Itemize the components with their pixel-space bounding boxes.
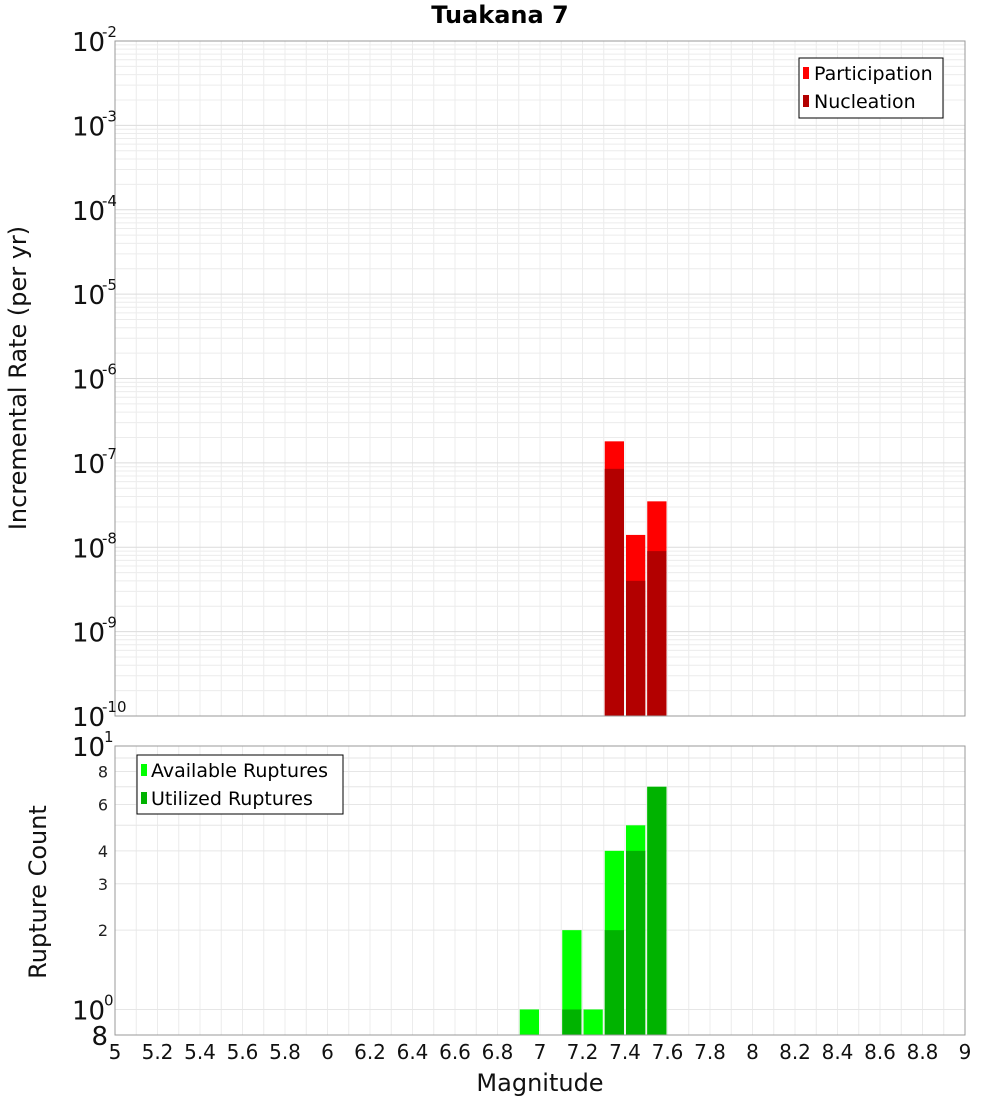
rate-y-tick-base: 10: [72, 703, 105, 733]
utilized-ruptures-bar: [562, 1009, 582, 1035]
count-y-tick-exponent: 0: [104, 991, 114, 1009]
rate-y-tick-label: 10-3: [72, 107, 117, 142]
x-tick-label: 6.4: [397, 1040, 429, 1064]
rate-y-tick-exponent: -10: [102, 698, 127, 716]
available-ruptures-bar: [519, 1009, 539, 1035]
x-tick-label: 5: [109, 1040, 122, 1064]
x-tick-label: 6.8: [482, 1040, 514, 1064]
x-ticks: 5 5.2 5.4 5.6 5.8 6 6.2 6.4 6.6 6.8 7 7.2 7.4 7.6 7.8 8…: [109, 1040, 972, 1064]
x-axis-label: Magnitude: [476, 1069, 603, 1097]
rate-legend-box: [798, 57, 944, 119]
rate-plot-frame: [114, 40, 966, 717]
count-plot-frame: [114, 745, 966, 1036]
rate-legend: Participation Nucleation: [798, 57, 944, 119]
participation-legend-swatch: [803, 67, 809, 79]
rate-y-tick-exponent: -8: [102, 529, 117, 547]
x-tick-label: 7.2: [567, 1040, 599, 1064]
rate-y-tick-label: 10-8: [72, 529, 117, 564]
rate-panel: 10-210-310-410-510-610-710-810-910-10 In…: [4, 23, 966, 733]
rate-y-tick-base: 10: [72, 281, 105, 311]
available-legend-label: Available Ruptures: [151, 760, 328, 782]
nucleation-bar: [647, 551, 667, 716]
count-y-major-tick: 100: [72, 991, 114, 1026]
rate-y-ticks: 10-210-310-410-510-610-710-810-910-10: [72, 23, 127, 733]
x-tick-label: 7.6: [652, 1040, 684, 1064]
count-y-tick-base: 10: [72, 733, 105, 763]
available-ruptures-bar: [583, 1009, 603, 1035]
x-tick-label: 8: [746, 1040, 759, 1064]
rate-grid: [114, 41, 966, 717]
count-y-tick-label: 2: [98, 921, 108, 940]
rate-y-tick-label: 10-10: [72, 698, 127, 733]
chart-title: Tuakana 7: [431, 1, 569, 29]
x-tick-label: 8.2: [779, 1040, 811, 1064]
rate-y-tick-exponent: -7: [102, 445, 117, 463]
x-tick-label: 8.4: [822, 1040, 854, 1064]
rate-y-tick-exponent: -6: [102, 361, 117, 379]
x-tick-label: 5.2: [142, 1040, 174, 1064]
rate-bars: [604, 441, 667, 716]
x-tick-label: 6.6: [439, 1040, 471, 1064]
x-tick-label: 5.4: [184, 1040, 216, 1064]
x-tick-label: 8.8: [907, 1040, 939, 1064]
rate-y-tick-exponent: -3: [102, 107, 117, 125]
count-y-tick-label: 3: [98, 875, 108, 894]
x-tick-label: 9: [959, 1040, 972, 1064]
x-tick-label: 5.6: [227, 1040, 259, 1064]
x-tick-label: 7.8: [694, 1040, 726, 1064]
x-tick-label: 6.2: [354, 1040, 386, 1064]
rate-y-tick-exponent: -9: [102, 614, 117, 632]
count-y-tick-label: 8: [98, 763, 108, 782]
rate-y-tick-label: 10-7: [72, 445, 117, 480]
available-legend-swatch: [141, 764, 147, 776]
nucleation-legend-label: Nucleation: [814, 91, 916, 113]
x-tick-label: 7.4: [609, 1040, 641, 1064]
count-y-tick-exponent: 1: [104, 728, 114, 746]
rate-y-tick-base: 10: [72, 112, 105, 142]
count-legend-box: [136, 754, 344, 815]
count-y-major-tick: 101: [72, 728, 114, 763]
utilized-ruptures-bar: [604, 930, 624, 1035]
rate-y-tick-label: 10-4: [72, 192, 117, 227]
utilized-ruptures-bar: [626, 850, 646, 1035]
rate-y-tick-exponent: -4: [102, 192, 117, 210]
count-y-tick-label: 6: [98, 795, 108, 814]
utilized-ruptures-bar: [647, 786, 667, 1035]
x-tick-label: 7: [534, 1040, 547, 1064]
count-y-tick-base: 10: [72, 996, 105, 1026]
x-tick-label: 5.8: [269, 1040, 301, 1064]
rate-y-tick-label: 10-9: [72, 614, 117, 649]
utilized-legend-label: Utilized Ruptures: [151, 788, 313, 810]
rate-y-tick-base: 10: [72, 450, 105, 480]
count-y-axis-label: Rupture Count: [24, 805, 52, 979]
available-ruptures-bar: [562, 930, 582, 1035]
rate-y-tick-base: 10: [72, 366, 105, 396]
nucleation-bar: [604, 468, 624, 716]
count-bars: [519, 786, 667, 1035]
x-tick-label: 8.6: [864, 1040, 896, 1064]
rate-y-tick-base: 10: [72, 197, 105, 227]
x-tick-label: 6: [321, 1040, 334, 1064]
rate-y-tick-label: 10-6: [72, 361, 117, 396]
nucleation-bar: [626, 580, 646, 716]
participation-legend-label: Participation: [814, 63, 933, 85]
count-legend: Available Ruptures Utilized Ruptures: [136, 754, 344, 815]
nucleation-legend-swatch: [803, 95, 809, 107]
rate-y-tick-base: 10: [72, 619, 105, 649]
rate-y-tick-label: 10-2: [72, 23, 117, 58]
count-y-tick-label: 4: [98, 842, 108, 861]
rate-y-tick-base: 10: [72, 28, 105, 58]
rate-y-axis-label: Incremental Rate (per yr): [4, 226, 32, 530]
count-y-bottom-label: 8: [91, 1022, 108, 1052]
rate-y-tick-exponent: -5: [102, 276, 117, 294]
rate-y-tick-exponent: -2: [102, 23, 117, 41]
utilized-legend-swatch: [141, 792, 147, 804]
rate-y-tick-base: 10: [72, 534, 105, 564]
rate-y-tick-label: 10-5: [72, 276, 117, 311]
